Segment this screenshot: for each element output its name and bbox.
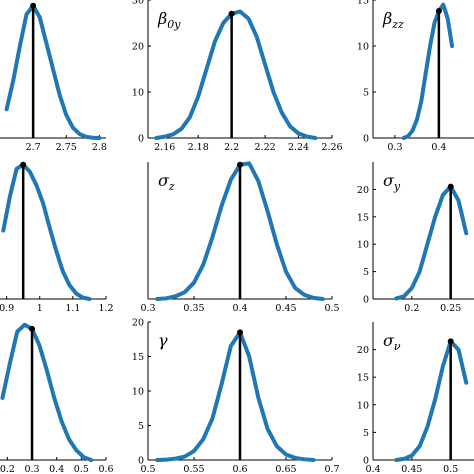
panel-title-subscript: zz: [391, 18, 404, 31]
panel-title-subscript: y: [393, 180, 401, 193]
density-curve: [394, 339, 469, 462]
x-tick-label: 0.5: [74, 464, 89, 474]
y-tick-label: 0: [363, 134, 369, 145]
y-tick-label: 10: [357, 240, 369, 251]
y-tick-label: 15: [357, 0, 369, 7]
x-tick-label: 0.45: [275, 303, 296, 314]
x-tick-label: 0.9: [0, 303, 14, 314]
x-tick-label: 0.55: [183, 464, 204, 474]
true-value-dot: [29, 325, 36, 332]
panel-7: 0.2 0.3 0.4 0.5 0.6: [0, 322, 114, 474]
x-tick-label: 0.7: [324, 464, 339, 474]
panel-5: 0.3 0.35 0.4 0.45 0.5 σz: [140, 161, 340, 314]
y-tick-label: 0: [138, 456, 144, 467]
panel-2: 2.16 2.18 2.2 2.22 2.24 2.26 0 10 20 30 β0y: [132, 0, 343, 153]
y-tick-label: 0: [138, 134, 144, 145]
panel-8: 0.5 0.55 0.6 0.65 0.7 0 5 10 15 20 γ: [132, 318, 340, 474]
x-tick-label: 2.16: [154, 142, 175, 153]
y-tick-label: 20: [132, 42, 144, 53]
panel-title-subscript: z: [168, 180, 175, 193]
x-tick-label: 2.8: [92, 142, 107, 153]
panel-title: σy: [383, 171, 401, 193]
panel-title: σν: [383, 331, 401, 353]
true-value-dot: [228, 10, 235, 17]
y-tick-label: 5: [363, 267, 369, 278]
true-value-dot: [30, 2, 37, 9]
y-tick-label: 5: [363, 428, 369, 439]
x-tick-label: 0.35: [183, 303, 204, 314]
y-tick-label: 20: [357, 185, 369, 196]
x-tick-label: 2.7: [26, 142, 41, 153]
true-value-dot: [447, 338, 454, 345]
y-tick-label: 10: [357, 42, 369, 53]
true-value-dot: [20, 161, 27, 168]
x-tick-label: 0.4: [365, 464, 380, 474]
true-value-dot: [447, 183, 454, 190]
x-tick-label: 0.6: [98, 464, 113, 474]
density-curve: [394, 184, 469, 301]
y-tick-label: 5: [138, 421, 144, 432]
y-tick-label: 10: [132, 387, 144, 398]
y-tick-label: 0: [363, 456, 369, 467]
x-tick-label: 0.6: [232, 464, 247, 474]
y-tick-label: 30: [132, 0, 144, 7]
x-tick-label: 1.1: [65, 303, 80, 314]
panel-1: 2.7 2.75 2.8: [0, 2, 107, 153]
panel-6: 0.2 0.25 0 5 10 15 20 σy: [357, 162, 474, 314]
x-tick-label: 0.25: [440, 303, 461, 314]
y-tick-label: 15: [357, 212, 369, 223]
x-tick-label: 0.5: [443, 464, 458, 474]
y-tick-label: 20: [357, 345, 369, 356]
x-tick-label: 0.2: [0, 464, 15, 474]
x-tick-label: 0.4: [49, 464, 64, 474]
panel-title-subscript: 0y: [167, 18, 181, 31]
x-tick-label: 0.5: [324, 303, 339, 314]
x-tick-label: 2.18: [188, 142, 209, 153]
true-value-dot: [237, 161, 243, 168]
panel-title: β0y: [157, 9, 181, 31]
y-tick-label: 10: [357, 400, 369, 411]
density-curve: [0, 322, 94, 462]
x-tick-label: 0.45: [401, 464, 422, 474]
panel-title: σz: [158, 171, 175, 193]
y-tick-label: 10: [132, 88, 144, 99]
density-curve: [154, 9, 318, 140]
y-tick-label: 15: [132, 352, 144, 363]
panel-9: 0.4 0.45 0.5 0 5 10 15 20 σν: [357, 322, 474, 474]
panel-title: γ: [158, 331, 168, 350]
y-tick-label: 0: [363, 295, 369, 306]
x-tick-label: 1: [37, 303, 43, 314]
x-tick-label: 0.3: [387, 142, 402, 153]
y-tick-label: 5: [363, 88, 369, 99]
x-tick-label: 0.3: [140, 303, 155, 314]
true-value-dot: [435, 8, 442, 15]
density-curve: [1, 162, 92, 301]
x-tick-label: 2.26: [321, 142, 342, 153]
x-tick-label: 2.22: [255, 142, 276, 153]
x-tick-label: 0.5: [140, 464, 155, 474]
x-tick-label: 1.2: [98, 303, 113, 314]
x-tick-label: 0.2: [404, 303, 419, 314]
panel-title-subscript: ν: [394, 340, 401, 353]
x-tick-label: 2.24: [288, 142, 309, 153]
x-tick-label: 0.65: [275, 464, 296, 474]
panel-3: 0.3 0.4 0 5 10 15 βzz: [357, 0, 474, 153]
density-curve: [401, 2, 455, 140]
x-tick-label: 0.3: [24, 464, 39, 474]
y-tick-label: 20: [132, 318, 144, 329]
x-tick-label: 0.4: [232, 303, 247, 314]
x-tick-label: 2.2: [224, 142, 239, 153]
density-curve: [155, 330, 316, 462]
x-tick-label: 2.75: [56, 142, 77, 153]
true-value-dot: [237, 329, 243, 336]
y-tick-label: 15: [357, 373, 369, 384]
panel-title: βzz: [382, 9, 404, 31]
x-tick-label: 0.4: [431, 142, 446, 153]
panel-4: 0.9 1 1.1 1.2: [0, 161, 114, 314]
density-curve: [4, 3, 102, 140]
